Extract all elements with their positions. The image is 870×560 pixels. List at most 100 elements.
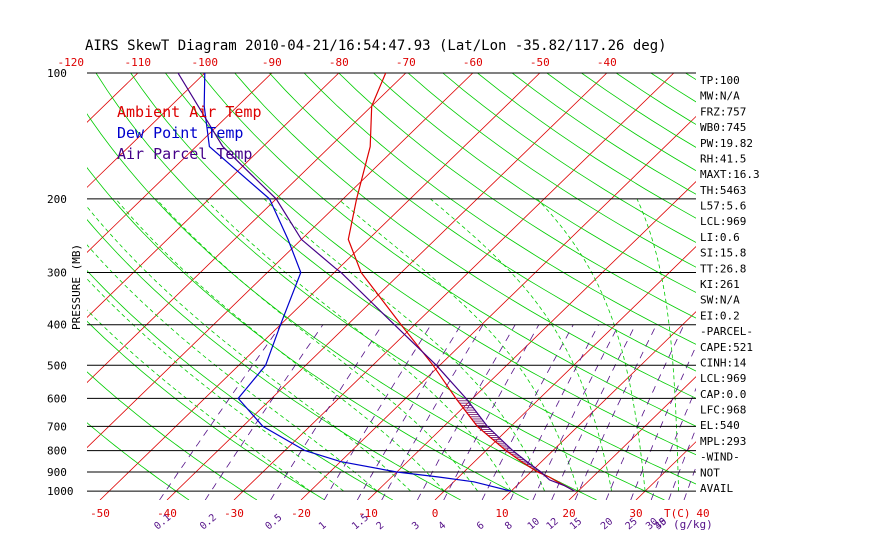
mixing-ratio-line: [481, 324, 574, 500]
pressure-tick-label: 900: [47, 466, 67, 479]
index-value: PW:19.82: [700, 137, 753, 150]
mixing-ratio-line: [509, 324, 599, 500]
dry-adiabat-line: [477, 73, 696, 219]
dry-adiabat-line: [234, 73, 696, 399]
pressure-tick-label: 100: [47, 67, 67, 80]
parcel-temp-line: [177, 73, 576, 492]
legend: Ambient Air Temp Dew Point Temp Air Parcel…: [117, 103, 262, 163]
moist-adiabat-line: [204, 198, 512, 492]
mixing-ratio-line: [574, 324, 657, 500]
bottom-temp-tick-label: 0: [432, 507, 439, 520]
bottom-temp-tick-label: 20: [562, 507, 575, 520]
index-value: AVAIL: [700, 482, 733, 495]
isotherm-line: [87, 73, 407, 384]
isobar-lines: [87, 72, 696, 492]
top-temp-tick-label: -110: [125, 56, 152, 69]
mixing-ratio-line: [323, 324, 432, 500]
pressure-tick-label: 300: [47, 267, 67, 280]
index-value: SW:N/A: [700, 294, 740, 307]
ambient-temp-line: [347, 73, 576, 492]
index-value: LFC:968: [700, 404, 746, 417]
dry-adiabat-line: [165, 73, 696, 456]
index-value: LCL:969: [700, 215, 746, 228]
pressure-tick-label: 600: [47, 392, 67, 405]
dry-adiabat-line: [269, 73, 696, 372]
index-value: NOT: [700, 466, 720, 479]
dry-adiabat-line: [87, 113, 597, 500]
legend-entry: Air Parcel Temp: [117, 145, 252, 163]
mixing-ratio-tick-label: 12: [545, 516, 561, 532]
chart-title: AIRS SkewT Diagram 2010-04-21/16:54:47.9…: [85, 38, 667, 54]
temp-unit-label: T(C): [664, 507, 691, 520]
mixing-ratio-tick-label: 8: [503, 520, 515, 532]
isotherm-line: [770, 73, 870, 500]
pressure-tick-label: 700: [47, 420, 67, 433]
isotherm-line: [300, 115, 696, 500]
cape-hatch-area: [455, 397, 544, 475]
dry-adiabat-line: [373, 73, 696, 293]
mixing-ratio-tick-label: 6: [475, 520, 487, 532]
isotherm-line: [0, 73, 4, 500]
top-temp-tick-label: -40: [597, 56, 617, 69]
index-value: L57:5.6: [700, 200, 746, 213]
dry-adiabat-line: [407, 73, 696, 268]
top-temp-tick-label: -50: [530, 56, 550, 69]
top-temp-tick-label: -120: [58, 56, 85, 69]
stability-indices-panel: TP:100 MW:N/A FRZ:757 WB0:745 PW:19.82 RH:41.…: [700, 74, 760, 495]
index-value: EI:0.2: [700, 309, 740, 322]
moist-adiabat-line: [430, 198, 612, 492]
mixing-ratio-tick-label: 2: [375, 520, 387, 532]
index-value: MPL:293: [700, 435, 746, 448]
moist-adiabat-line: [636, 198, 679, 492]
pressure-tick-label: 200: [47, 193, 67, 206]
sounding-profiles: [177, 73, 576, 492]
dry-adiabat-line: [303, 73, 696, 345]
index-value: EL:540: [700, 419, 740, 432]
bottom-temp-tick-label: 10: [495, 507, 508, 520]
index-value: MW:N/A: [700, 90, 740, 103]
mixing-ratio-line: [204, 324, 324, 500]
isotherm-line: [87, 73, 273, 253]
dry-adiabat-line: [87, 218, 461, 500]
mixing-ratio-tick-label: 4: [437, 520, 449, 532]
index-value: CAP:0.0: [700, 388, 746, 401]
isotherm-line: [233, 73, 675, 500]
mixing-ratio-tick-label: 10: [526, 516, 542, 532]
top-temp-tick-label: -100: [192, 56, 219, 69]
dry-adiabat-line: [130, 73, 696, 485]
bottom-temp-tick-label: 30: [629, 507, 642, 520]
index-value: FRZ:757: [700, 105, 746, 118]
index-value: LCL:969: [700, 372, 746, 385]
isotherm-line: [166, 73, 608, 500]
isotherm-line: [87, 73, 474, 449]
dry-adiabat-line: [338, 73, 696, 319]
dry-adiabat-line: [87, 371, 258, 500]
mixing-ratio-unit-label: (g/kg): [673, 518, 713, 531]
index-value: TT:26.8: [700, 262, 746, 275]
dry-adiabat-line: [87, 167, 529, 500]
mixing-ratio-line: [668, 427, 696, 500]
dry-adiabat-line: [87, 270, 393, 500]
isotherm-line: [501, 311, 696, 500]
index-value: SI:15.8: [700, 247, 746, 260]
bottom-temp-tick-label: -20: [291, 507, 311, 520]
index-value: TP:100: [700, 74, 740, 87]
moist-adiabat-line: [115, 198, 445, 492]
mixing-ratio-line: [532, 324, 620, 500]
dry-adiabat-line: [511, 73, 696, 195]
legend-entry: Dew Point Temp: [117, 124, 243, 142]
isotherm-line: [837, 73, 870, 500]
index-value: KI:261: [700, 278, 740, 291]
index-value: WB0:745: [700, 121, 746, 134]
moist-adiabat-line: [337, 198, 579, 492]
isotherm-line: [99, 73, 541, 500]
isotherm-line: [87, 73, 206, 188]
moist-adiabat-line: [87, 244, 378, 492]
isotherm-line: [434, 246, 696, 500]
dry-adiabat-line: [650, 73, 696, 103]
dry-adiabat-line: [95, 73, 665, 500]
bottom-temp-tick-label: -40: [157, 507, 177, 520]
pressure-tick-label: 800: [47, 445, 67, 458]
isotherm-line: [568, 376, 696, 500]
